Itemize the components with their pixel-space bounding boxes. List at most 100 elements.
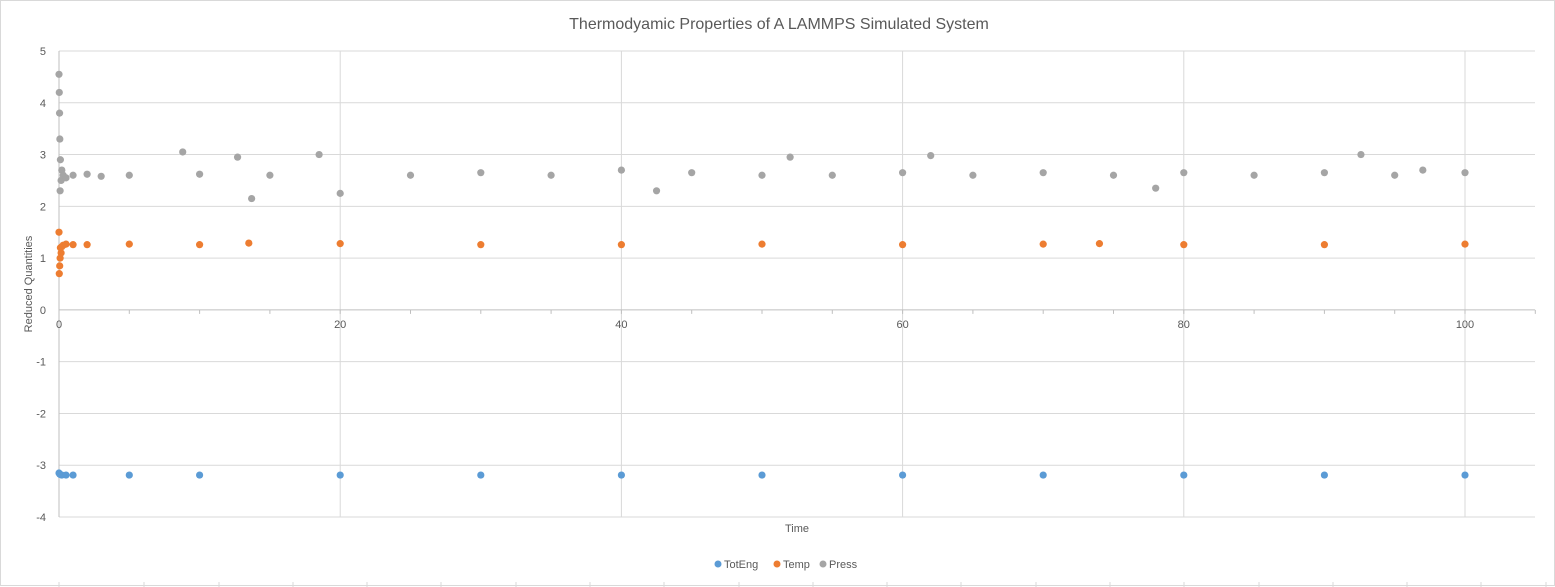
data-point-press (617, 166, 626, 174)
legend: TotEng Temp Press (714, 559, 858, 571)
data-point-temp (1320, 241, 1328, 249)
data-point-toteng (69, 471, 77, 479)
x-tick-label: 40 (615, 319, 627, 331)
data-point-press (179, 148, 187, 156)
data-point-press (1419, 166, 1427, 174)
data-point-toteng (196, 471, 204, 479)
y-tick-label: -3 (36, 460, 46, 472)
tick-labels: -4 -3 -2 -1 0 1 2 3 4 5 0 20 40 60 80 100 (36, 46, 1474, 524)
data-point-press (927, 151, 935, 160)
data-point-press (56, 156, 65, 164)
data-point-press (1039, 169, 1047, 177)
data-point-toteng (1461, 471, 1469, 479)
data-point-press (477, 169, 485, 177)
data-point-press (758, 171, 766, 179)
data-point-press (196, 170, 204, 178)
data-point-temp (899, 241, 907, 249)
data-point-press (97, 172, 105, 180)
data-point-press (1391, 171, 1399, 179)
data-point-temp (55, 270, 63, 278)
data-point-press (1250, 171, 1258, 179)
data-point-temp (1095, 240, 1104, 248)
data-point-press (899, 169, 907, 177)
data-point-press (55, 88, 63, 97)
data-point-toteng (617, 471, 626, 479)
x-tick-label: 100 (1456, 319, 1474, 331)
data-point-press (336, 189, 344, 197)
legend-marker-press (819, 560, 827, 568)
data-point-press (55, 109, 64, 117)
data-point-temp (62, 240, 70, 248)
data-point-press (62, 174, 70, 182)
data-point-toteng (1320, 471, 1328, 479)
data-point-temp (758, 240, 766, 248)
data-point-press (688, 169, 696, 177)
data-point-press (969, 171, 977, 179)
data-point-temp (196, 241, 204, 249)
data-point-temp (125, 240, 133, 248)
data-point-temp (477, 241, 485, 249)
y-tick-label: 4 (40, 98, 46, 110)
series-toteng (55, 469, 1469, 479)
y-tick-label: 2 (40, 201, 46, 213)
legend-label-toteng: TotEng (724, 559, 758, 571)
legend-marker-toteng (714, 560, 722, 568)
data-point-temp (83, 241, 91, 249)
legend-marker-temp (773, 560, 781, 568)
data-point-press (83, 170, 91, 178)
data-point-press (125, 171, 133, 179)
y-tick-label: 3 (40, 150, 46, 162)
data-point-press (69, 171, 77, 179)
data-point-toteng (899, 471, 907, 479)
y-tick-label: 1 (40, 253, 46, 265)
y-tick-label: -1 (36, 357, 46, 369)
data-point-toteng (336, 471, 344, 479)
data-point-press (1152, 184, 1160, 192)
data-point-temp (1039, 240, 1047, 248)
x-tick-label: 0 (56, 319, 62, 331)
gridlines (59, 50, 1535, 518)
data-point-press (828, 171, 836, 179)
data-point-toteng (125, 471, 133, 479)
data-point-temp (56, 262, 64, 270)
legend-label-press: Press (829, 559, 858, 571)
data-point-press (315, 150, 323, 159)
data-point-temp (1180, 241, 1188, 249)
chart-title: Thermodyamic Properties of A LAMMPS Simu… (569, 16, 989, 33)
axes (58, 51, 1547, 587)
data-point-press (652, 187, 661, 195)
data-point-press (786, 153, 794, 161)
data-point-temp (617, 241, 626, 249)
data-point-toteng (1039, 471, 1047, 479)
data-point-temp (55, 228, 63, 236)
x-tick-label: 20 (334, 319, 346, 331)
legend-label-temp: Temp (783, 559, 810, 571)
data-point-press (1461, 169, 1469, 177)
data-point-press (56, 187, 64, 195)
data-point-toteng (758, 471, 766, 479)
y-axis-title: Reduced Quantities (23, 235, 35, 332)
data-point-temp (245, 239, 253, 247)
data-point-temp (57, 249, 65, 257)
data-point-toteng (62, 471, 70, 479)
data-point-temp (69, 241, 77, 249)
y-tick-label: -2 (36, 408, 46, 420)
x-tick-label: 80 (1178, 319, 1190, 331)
data-point-press (1180, 169, 1188, 177)
data-point-press (266, 171, 274, 179)
plot-area (55, 70, 1469, 479)
y-tick-label: 0 (40, 305, 46, 317)
data-point-press (1357, 150, 1365, 159)
data-point-press (1109, 171, 1118, 179)
data-point-press (1320, 169, 1328, 177)
data-point-press (547, 171, 555, 179)
data-point-press (248, 194, 256, 203)
y-tick-label: 5 (40, 46, 46, 58)
series-press (55, 70, 1469, 203)
data-point-press (233, 153, 242, 161)
data-point-temp (336, 240, 344, 248)
data-point-temp (1461, 240, 1469, 248)
y-tick-label: -4 (36, 512, 46, 524)
